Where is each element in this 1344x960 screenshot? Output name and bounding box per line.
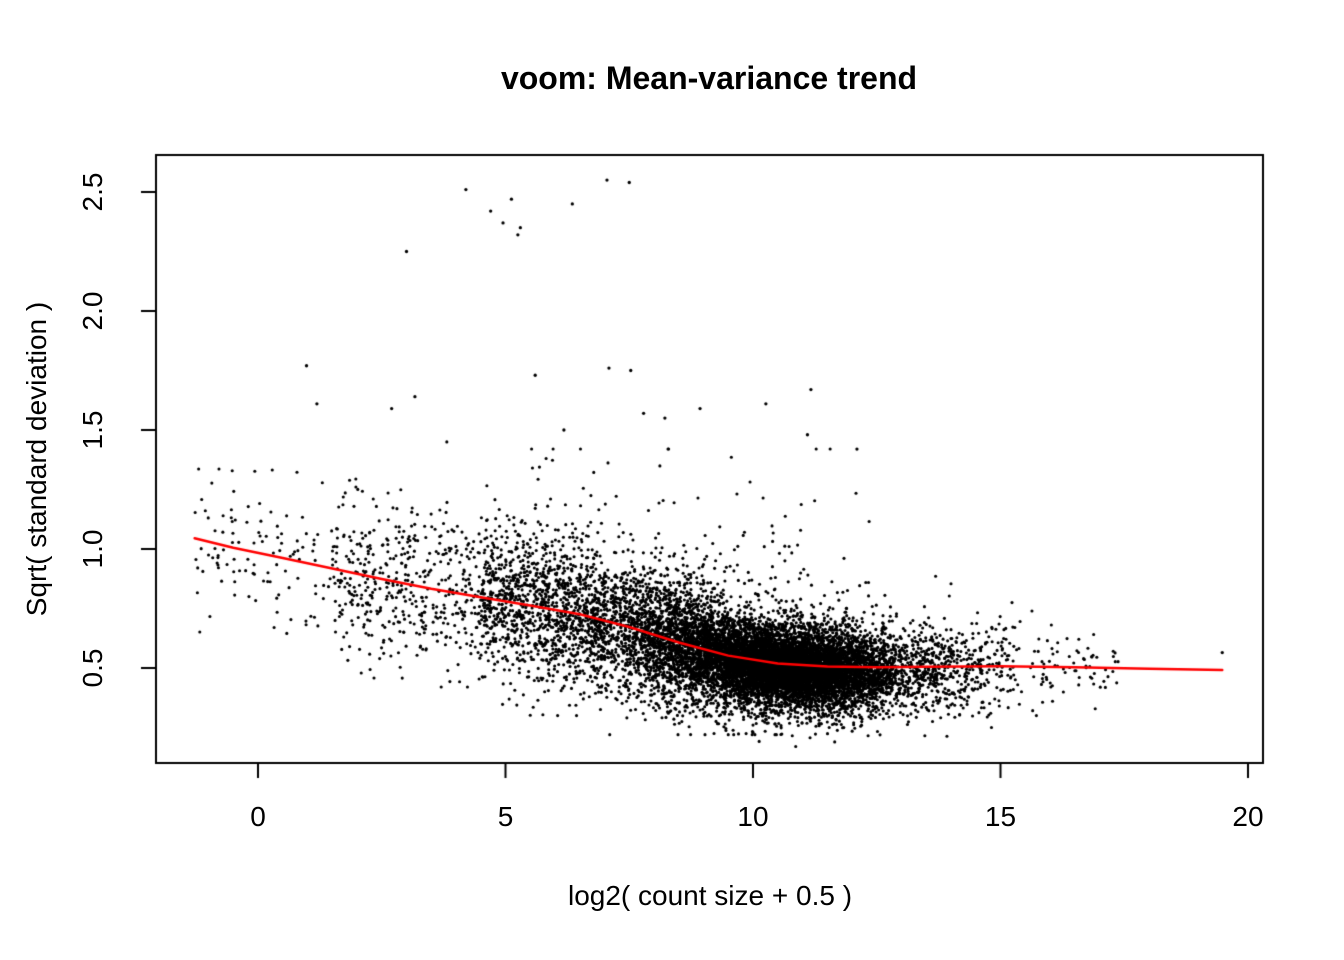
y-tick-label-2.5: 2.5 [77, 172, 108, 212]
x-tick-label-10: 10 [737, 801, 769, 832]
x-tick-label-15: 15 [984, 801, 1017, 832]
x-tick-label-5: 5 [497, 801, 514, 832]
y-tick-label-0.5: 0.5 [77, 648, 108, 688]
x-tick-label-0: 0 [250, 801, 266, 832]
chart-title: voom: Mean-variance trend [500, 60, 918, 96]
y-axis-label: Sqrt( standard deviation ) [21, 301, 52, 617]
y-tick-label-1.5: 1.5 [77, 410, 108, 450]
y-tick-label-2.0: 2.0 [77, 291, 108, 331]
y-tick-label-1.0: 1.0 [77, 529, 108, 569]
x-tick-label-20: 20 [1232, 801, 1264, 832]
x-axis-label: log2( count size + 0.5 ) [567, 880, 853, 911]
